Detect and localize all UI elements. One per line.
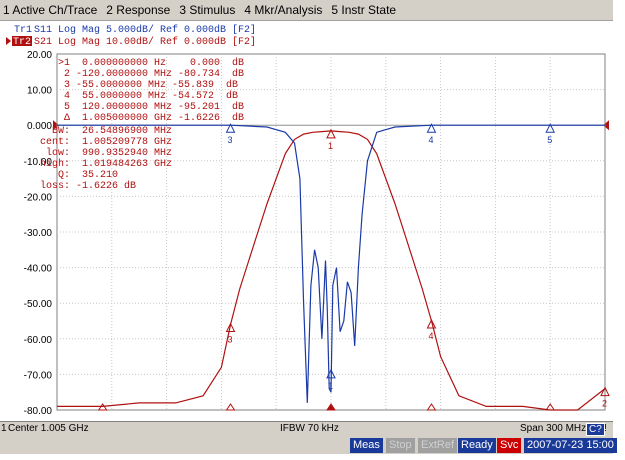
marker-triangle-icon[interactable] [545, 123, 556, 133]
stop-badge: Stop [386, 438, 415, 453]
filter-stats: BW: 26.54896900 MHz cent: 1.005209778 GH… [40, 126, 172, 192]
ready-badge: Ready [458, 438, 496, 453]
marker-triangle-icon[interactable] [326, 368, 336, 379]
marker-label: 1 [328, 381, 333, 391]
marker-label: 4 [428, 331, 433, 341]
plot-svg[interactable]: Tr1 S11 Log Mag 5.000dB/ Ref 0.000dB [F2… [0, 21, 613, 420]
marker-triangle-icon[interactable] [225, 322, 236, 333]
y-tick-label: 10.00 [27, 86, 52, 97]
status-center-freq[interactable]: Center 1.005 GHz [8, 423, 89, 434]
svc-badge: Svc [497, 438, 522, 453]
marker-triangle-icon[interactable] [426, 318, 437, 329]
trace-s11 [57, 124, 605, 403]
y-axis-ticks: 20.00 10.00 0.000 -10.00 -20.00 -30.00 -40.00 -… [24, 50, 609, 417]
stat-loss: loss: -1.6226 dB [40, 180, 136, 192]
menu-bar: 1 Active Ch/Trace 2 Response 3 Stimulus … [0, 0, 613, 21]
ref-left-arrow-icon [53, 120, 59, 131]
marker-row-2: 2 -120.0000000 MHz -80.734 dB [58, 68, 244, 80]
status-bar: 1 Center 1.005 GHz IFBW 70 kHz Span 300 … [0, 421, 613, 438]
marker-row-3: 3 -55.0000000 MHz -55.839 dB [58, 79, 238, 91]
y-tick-label: -70.00 [24, 370, 53, 381]
status-span[interactable]: Span 300 MHz [520, 423, 587, 434]
marker-row-5: 5 120.0000000 MHz -95.201 dB [58, 101, 244, 113]
y-tick-label: -10.00 [24, 157, 53, 168]
marker-label: 2 [602, 399, 607, 409]
tr1-indicator [3, 30, 11, 37]
stat-q: Q: 35.210 [40, 170, 118, 181]
tr2-id[interactable]: Tr2 [13, 37, 31, 48]
marker-table: >1 0.000000000 Hz 0.000 dB 2 -120.000000… [58, 57, 244, 124]
tr2-active-arrow-icon [6, 37, 11, 45]
marker-label: 5 [547, 135, 552, 145]
marker-triangle-icon[interactable] [600, 386, 610, 397]
marker-triangle-icon[interactable] [426, 123, 437, 133]
tr1-label: S11 Log Mag 5.000dB/ Ref 0.000dB [F2] [34, 24, 256, 36]
bottom-marker-tick-icon [426, 403, 437, 411]
marker-label: 3 [228, 135, 233, 145]
bottom-marker-tick-icon [326, 403, 336, 411]
menu-stimulus[interactable]: 3 Stimulus [179, 3, 236, 17]
marker-triangle-icon[interactable] [225, 123, 236, 133]
status-channel: 1 [1, 423, 7, 434]
ref-right-arrow-icon [603, 120, 609, 131]
y-tick-label: -30.00 [24, 228, 53, 239]
stat-high: high: 1.019484263 GHz [40, 158, 172, 170]
bottom-marker-tick-icon [97, 403, 108, 411]
menu-response[interactable]: 2 Response [106, 3, 171, 17]
bottom-marker-tick-icon [225, 403, 236, 411]
marker-label: 1 [328, 141, 333, 151]
marker-triangle-icon[interactable] [326, 128, 336, 139]
menu-mkr-analysis[interactable]: 4 Mkr/Analysis [244, 3, 323, 17]
y-tick-label: 0.000 [27, 121, 52, 132]
trace-markers: 1 2 3 4 3 4 5 1 [97, 123, 610, 411]
stat-low: low: 990.9352940 MHz [40, 147, 172, 159]
menu-instr-state[interactable]: 5 Instr State [331, 3, 397, 17]
status-c2-badge: C? [586, 423, 605, 436]
marker-label: 3 [228, 335, 233, 345]
marker-label: 4 [428, 135, 433, 145]
tr2-id-bg [12, 36, 32, 46]
y-tick-label: -80.00 [24, 406, 53, 417]
meas-badge: Meas [350, 438, 383, 453]
extref-badge: ExtRef [418, 438, 458, 453]
chart-area[interactable]: Tr1 S11 Log Mag 5.000dB/ Ref 0.000dB [F2… [0, 21, 613, 420]
status-ifbw[interactable]: IFBW 70 kHz [280, 423, 339, 434]
status-warning: ! [604, 423, 607, 434]
tr2-label: S21 Log Mag 10.00dB/ Ref 0.000dB [F2] [34, 36, 256, 48]
y-tick-label: -20.00 [24, 192, 53, 203]
marker-row-1: >1 0.000000000 Hz 0.000 dB [58, 57, 244, 69]
instrument-status-bar: Meas Stop ExtRef Ready Svc 2007-07-23 15… [0, 438, 617, 454]
menu-active-ch-trace[interactable]: 1 Active Ch/Trace [3, 3, 98, 17]
y-tick-label: 20.00 [27, 50, 52, 61]
y-tick-label: -40.00 [24, 264, 53, 275]
bottom-marker-tick-icon [545, 403, 556, 411]
marker-row-4: 4 55.0000000 MHz -54.572 dB [58, 90, 238, 102]
y-tick-label: -50.00 [24, 299, 53, 310]
stat-cent: cent: 1.005209778 GHz [40, 137, 172, 148]
stat-bw: BW: 26.54896900 MHz [40, 126, 172, 137]
datetime: 2007-07-23 15:00 [524, 438, 617, 453]
marker-row-delta: Δ 1.005000000 GHz -1.6226 dB [58, 112, 244, 124]
tr1-id[interactable]: Tr1 [14, 25, 32, 36]
y-tick-label: -60.00 [24, 335, 53, 346]
